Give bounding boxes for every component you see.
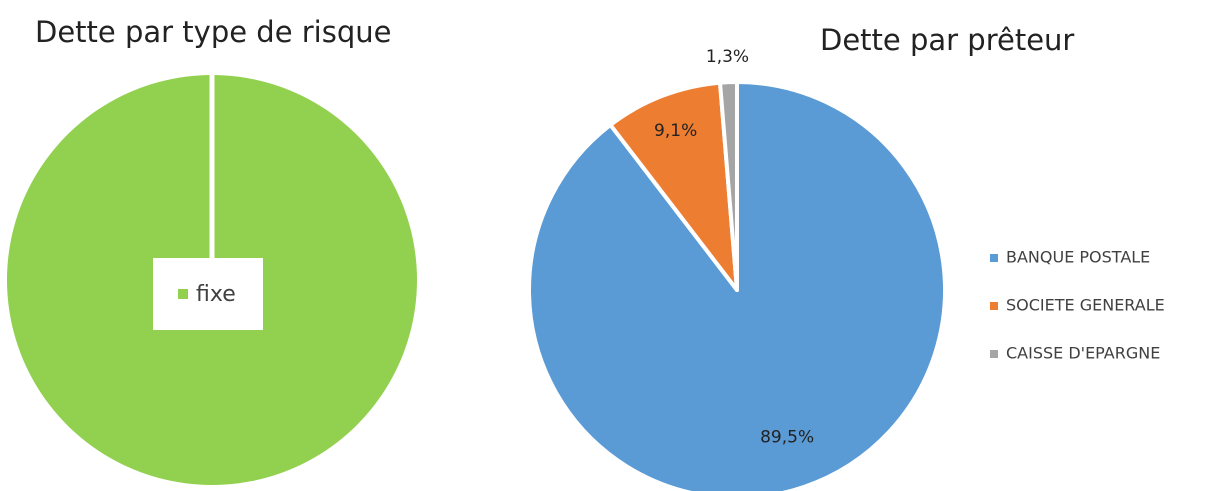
data-label: 1,3% [706,47,749,67]
legend-swatch [990,254,998,262]
legend-swatch [178,289,188,299]
chart-title: Dette par prêteur [820,23,1074,57]
pie-slice [608,80,739,292]
legend-box [153,258,263,330]
data-label: 9,1% [654,121,697,141]
legend-swatch [990,350,998,358]
legend-swatch [990,302,998,310]
legend-label: CAISSE D'EPARGNE [1006,344,1160,363]
pie-slice [718,80,739,292]
legend-label: BANQUE POSTALE [1006,248,1150,267]
legend-label: fixe [196,282,236,307]
pie-slice [527,80,947,491]
data-label: 89,5% [760,428,814,448]
legend-label: SOCIETE GENERALE [1006,296,1165,315]
chart-title: Dette par type de risque [35,15,391,49]
